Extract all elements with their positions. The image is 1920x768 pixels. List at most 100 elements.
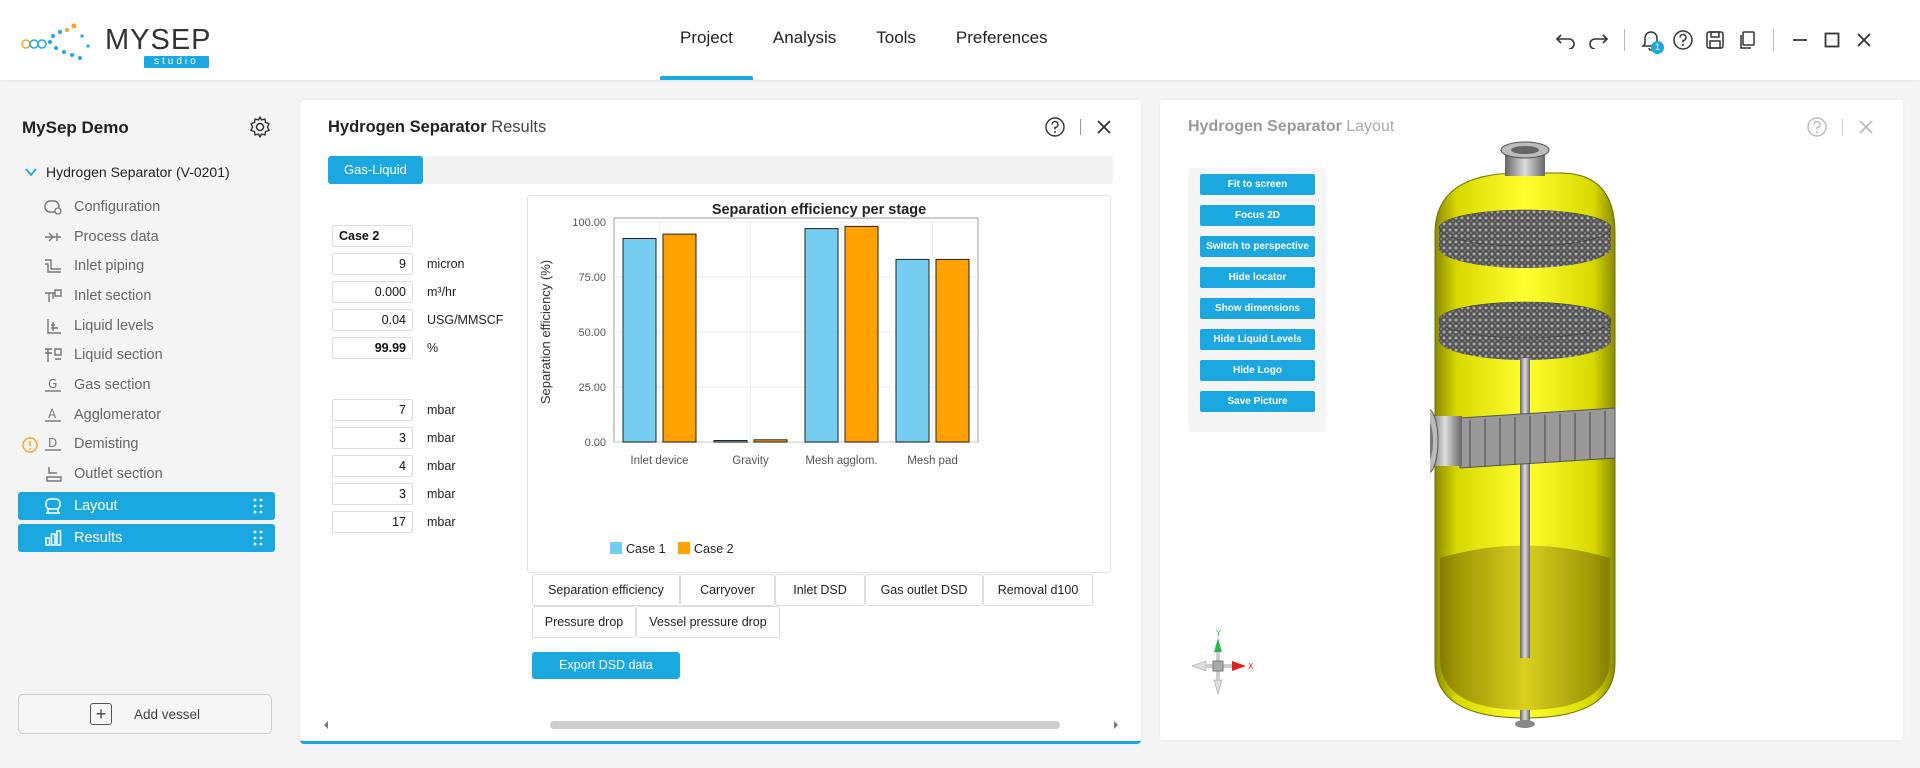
close-icon[interactable] (1848, 24, 1880, 56)
add-vessel-button[interactable]: + Add vessel (18, 694, 272, 734)
legend-swatch (678, 542, 690, 554)
bar (662, 233, 697, 443)
bar (622, 238, 657, 443)
focus-2d-button[interactable]: Focus 2D (1200, 205, 1315, 226)
legend-label: Case 1 (626, 542, 666, 556)
sidebar-item-layout[interactable]: Layout (18, 492, 275, 520)
scroll-right-icon[interactable] (1112, 720, 1120, 730)
sidebar-item-label: Liquid section (74, 347, 163, 364)
sidebar-item-inlet-piping[interactable]: Inlet piping (18, 251, 276, 281)
nav-analysis[interactable]: Analysis (772, 28, 837, 47)
sidebar-item-inlet-section[interactable]: Inlet section (18, 281, 276, 311)
sidebar-item-label: Demisting (74, 436, 139, 453)
value-field[interactable]: 9 (332, 253, 413, 275)
save-picture-button[interactable]: Save Picture (1200, 391, 1315, 412)
vessel-tree-item[interactable]: Hydrogen Separator (V-0201) (24, 164, 230, 180)
save-icon[interactable] (1699, 24, 1731, 56)
sidebar-item-results[interactable]: Results (18, 524, 275, 552)
help-icon[interactable] (1044, 116, 1066, 138)
x-tick-label: Mesh agglom. (805, 455, 877, 467)
layout-icon (42, 496, 64, 516)
show-dimensions-button[interactable]: Show dimensions (1200, 298, 1315, 319)
hide-liquid-levels-button[interactable]: Hide Liquid Levels (1200, 329, 1315, 350)
panel-title-rest: Results (486, 118, 547, 136)
sidebar-item-liquid-section[interactable]: Liquid section (18, 340, 276, 370)
logo-molecule-icon (21, 23, 90, 60)
vessel-pressure-drop-button[interactable]: Vessel pressure drop (636, 606, 780, 638)
bar (753, 439, 788, 443)
value-field[interactable]: 3 (332, 483, 413, 505)
value-field[interactable]: 7 (332, 399, 413, 421)
drag-handle-icon[interactable] (253, 530, 263, 546)
close-icon[interactable] (1095, 118, 1113, 136)
unit-label: micron (427, 257, 465, 271)
sidebar: MySep Demo Hydrogen Separator (V-0201) C… (0, 80, 290, 768)
sidebar-item-process-data[interactable]: Process data (18, 222, 276, 252)
inlet-dsd-button[interactable]: Inlet DSD (775, 574, 865, 606)
liquid-section-icon (42, 345, 64, 365)
sidebar-item-liquid-levels[interactable]: Liquid levels (18, 311, 276, 341)
case-row: Case 2 (332, 225, 413, 247)
tool-divider (1080, 119, 1081, 135)
horizontal-scrollbar[interactable] (322, 718, 1122, 730)
pressure-drop-button[interactable]: Pressure drop (532, 606, 636, 638)
fit-to-screen-button[interactable]: Fit to screen (1200, 174, 1315, 195)
carryover-button[interactable]: Carryover (680, 574, 775, 606)
demisting-icon: D (42, 434, 64, 454)
vessel-3d-view[interactable] (1430, 138, 1690, 728)
sidebar-item-configuration[interactable]: Configuration (18, 192, 276, 222)
tab-gas-liquid[interactable]: Gas-Liquid (328, 156, 423, 184)
sidebar-item-gas-section[interactable]: G Gas section (18, 370, 276, 400)
sidebar-item-label: Process data (74, 228, 159, 245)
layout-panel: Hydrogen Separator Layout Fit to screen … (1160, 100, 1903, 740)
close-icon[interactable] (1857, 118, 1875, 136)
bar (844, 225, 879, 443)
scrollbar-thumb[interactable] (550, 721, 1060, 729)
minimize-icon[interactable] (1784, 24, 1816, 56)
gas-section-icon: G (42, 375, 64, 395)
help-icon[interactable] (1806, 116, 1828, 138)
hide-locator-button[interactable]: Hide locator (1200, 267, 1315, 288)
nav-preferences[interactable]: Preferences (955, 28, 1048, 47)
inlet-section-icon (42, 286, 64, 306)
value-field[interactable]: 17 (332, 511, 413, 533)
logo-subtext: studio (144, 56, 209, 68)
sidebar-item-label: Gas section (74, 376, 151, 393)
value-field[interactable]: 4 (332, 455, 413, 477)
hide-logo-button[interactable]: Hide Logo (1200, 360, 1315, 381)
chevron-down-icon[interactable] (24, 165, 38, 179)
sidebar-item-label: Outlet section (74, 466, 163, 483)
project-title: MySep Demo (22, 118, 129, 137)
drag-handle-icon[interactable] (253, 498, 263, 514)
value-field[interactable]: 0.000 (332, 281, 413, 303)
inlet-device (1459, 407, 1616, 469)
gas-outlet-dsd-button[interactable]: Gas outlet DSD (865, 574, 983, 606)
svg-text:D: D (48, 436, 57, 450)
logo-text: MYSEP (105, 24, 212, 56)
unit-label: mbar (427, 515, 456, 529)
value-field[interactable]: 0.04 (332, 309, 413, 331)
sidebar-item-outlet-section[interactable]: Outlet section (18, 459, 276, 489)
separation-efficiency-button[interactable]: Separation efficiency (532, 574, 680, 606)
export-dsd-button[interactable]: Export DSD data (532, 652, 680, 679)
sidebar-item-label: Agglomerator (74, 406, 162, 423)
help-icon[interactable] (1667, 24, 1699, 56)
undo-icon[interactable] (1550, 24, 1582, 56)
scroll-left-icon[interactable] (322, 720, 330, 730)
process-data-icon (42, 227, 64, 247)
warning-icon (22, 436, 38, 453)
nav-project[interactable]: Project (660, 0, 753, 80)
sidebar-item-agglomerator[interactable]: A Agglomerator (18, 400, 276, 430)
case-field[interactable]: Case 2 (332, 225, 413, 247)
sidebar-item-demisting[interactable]: D Demisting (18, 430, 276, 460)
value-field[interactable]: 3 (332, 427, 413, 449)
removal-d100-button[interactable]: Removal d100 (983, 574, 1093, 606)
copy-icon[interactable] (1731, 24, 1763, 56)
nav-tools[interactable]: Tools (876, 28, 916, 47)
redo-icon[interactable] (1582, 24, 1614, 56)
bell-icon[interactable]: 1 (1635, 24, 1667, 56)
switch-perspective-button[interactable]: Switch to perspective (1200, 236, 1315, 257)
gear-icon[interactable] (248, 115, 272, 139)
maximize-icon[interactable] (1816, 24, 1848, 56)
value-field[interactable]: 99.99 (332, 337, 413, 359)
